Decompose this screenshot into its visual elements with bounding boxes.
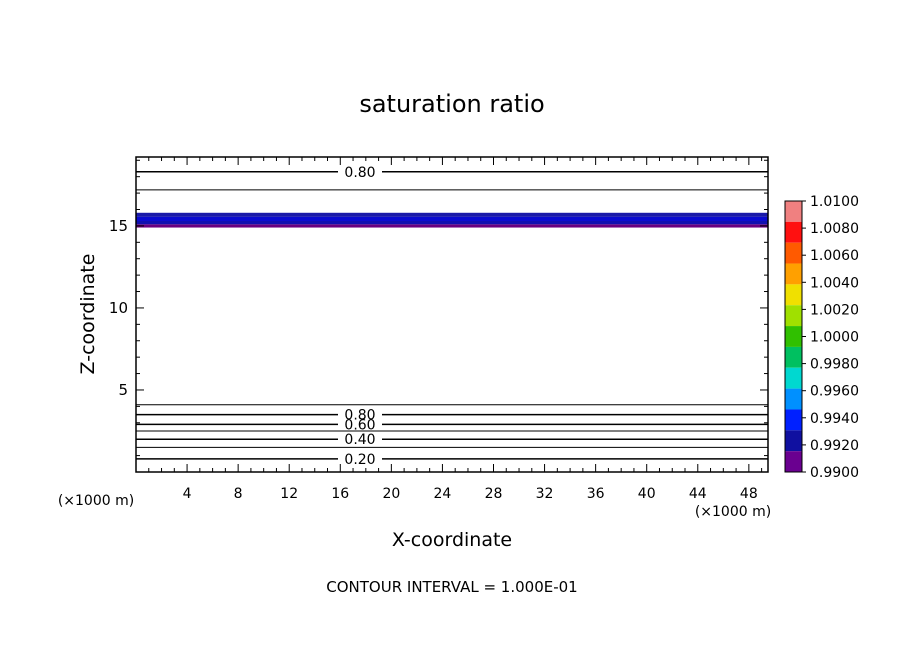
plot-frame bbox=[135, 156, 769, 473]
colorbar-swatch-7 bbox=[785, 346, 802, 368]
colorbar-swatch-1 bbox=[785, 221, 802, 243]
x-tick-label: 20 bbox=[382, 486, 400, 502]
x-tick-label: 44 bbox=[689, 486, 707, 502]
colorbar-swatch-8 bbox=[785, 367, 802, 389]
contour-label-6: 0.40 bbox=[344, 432, 375, 448]
x-tick-label: 36 bbox=[587, 486, 605, 502]
colorbar-label-6: 0.9980 bbox=[810, 357, 859, 373]
x-tick-label: 40 bbox=[638, 486, 656, 502]
band-layer-0 bbox=[136, 224, 768, 228]
contour-label-4: 0.60 bbox=[344, 417, 375, 433]
x-tick-label: 4 bbox=[183, 486, 192, 502]
chart-title: saturation ratio bbox=[359, 90, 544, 118]
x-tick-label: 28 bbox=[485, 486, 503, 502]
y-axis-label: Z-coordinate bbox=[77, 254, 99, 375]
shaded-band bbox=[136, 212, 768, 228]
colorbar: 1.0100 1.0080 1.0060 1.0040 1.0020 1.0000 0.99… bbox=[784, 194, 859, 481]
x-tick-label: 48 bbox=[740, 486, 758, 502]
colorbar-label-1: 1.0080 bbox=[810, 221, 859, 237]
colorbar-swatch-3 bbox=[785, 263, 802, 285]
x-tick-label: 32 bbox=[536, 486, 554, 502]
colorbar-swatch-4 bbox=[785, 284, 802, 306]
colorbar-label-3: 1.0040 bbox=[810, 275, 859, 291]
band-layer-2 bbox=[136, 216, 768, 221]
colorbar-label-0: 1.0100 bbox=[810, 194, 859, 210]
x-tick-label: 24 bbox=[434, 486, 452, 502]
colorbar-swatch-10 bbox=[785, 409, 802, 431]
colorbar-label-10: 0.9900 bbox=[810, 465, 859, 481]
colorbar-swatch-0 bbox=[785, 201, 802, 222]
y-tick-label: 5 bbox=[118, 381, 128, 399]
contour-label-0: 0.80 bbox=[344, 165, 375, 181]
colorbar-swatch-2 bbox=[785, 242, 802, 264]
x-tick-label: 12 bbox=[280, 486, 298, 502]
colorbar-swatch-9 bbox=[785, 388, 802, 410]
x-axis-label: X-coordinate bbox=[392, 529, 512, 551]
colorbar-swatch-11 bbox=[785, 430, 802, 452]
contour-lines: 0.800.800.600.400.20 bbox=[136, 165, 768, 468]
colorbar-label-7: 0.9960 bbox=[810, 384, 859, 400]
contour-label-8: 0.20 bbox=[344, 452, 375, 468]
band-layer-1 bbox=[136, 220, 768, 225]
x-tick-label: 8 bbox=[234, 486, 243, 502]
x-unit-right: (×1000 m) bbox=[695, 504, 771, 520]
x-unit-left: (×1000 m) bbox=[58, 493, 134, 509]
colorbar-label-5: 1.0000 bbox=[810, 330, 859, 346]
contour-interval-note: CONTOUR INTERVAL = 1.000E-01 bbox=[326, 578, 577, 596]
band-layer-3 bbox=[136, 212, 768, 217]
colorbar-swatch-5 bbox=[785, 305, 802, 327]
y-tick-label: 15 bbox=[109, 217, 128, 235]
colorbar-label-9: 0.9920 bbox=[810, 438, 859, 454]
y-tick-label: 10 bbox=[109, 299, 128, 317]
colorbar-label-2: 1.0060 bbox=[810, 248, 859, 264]
contour-label-3: 0.80 bbox=[344, 408, 375, 424]
colorbar-label-8: 0.9940 bbox=[810, 411, 859, 427]
colorbar-swatch-6 bbox=[785, 326, 802, 347]
x-tick-label: 16 bbox=[331, 486, 349, 502]
colorbar-label-4: 1.0020 bbox=[810, 302, 859, 318]
colorbar-swatch-12 bbox=[785, 451, 802, 472]
